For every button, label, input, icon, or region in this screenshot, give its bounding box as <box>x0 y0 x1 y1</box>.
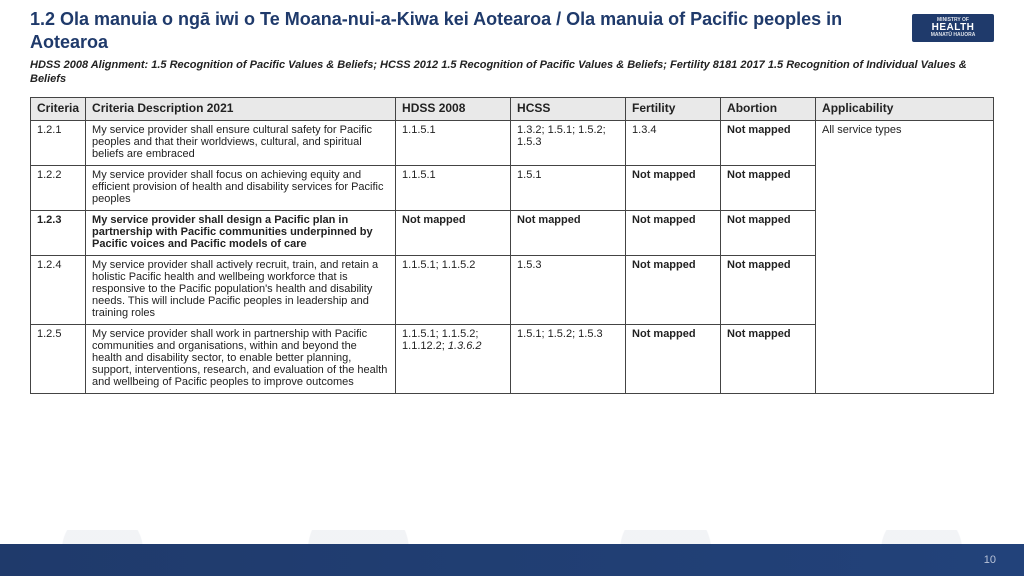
col-abortion: Abortion <box>721 97 816 120</box>
col-hcss: HCSS <box>511 97 626 120</box>
table-header-row: Criteria Criteria Description 2021 HDSS … <box>31 97 994 120</box>
col-hdss: HDSS 2008 <box>396 97 511 120</box>
cell-abortion: Not mapped <box>721 120 816 165</box>
ministry-logo: MINISTRY OF HEALTH MANATŪ HAUORA <box>912 14 994 42</box>
col-applicability: Applicability <box>816 97 994 120</box>
table-row: 1.2.1My service provider shall ensure cu… <box>31 120 994 165</box>
logo-line3: MANATŪ HAUORA <box>931 33 976 38</box>
cell-criteria: 1.2.3 <box>31 210 86 255</box>
cell-abortion: Not mapped <box>721 255 816 324</box>
cell-hdss: 1.1.5.1; 1.1.5.2 <box>396 255 511 324</box>
cell-criteria: 1.2.5 <box>31 324 86 393</box>
col-fertility: Fertility <box>626 97 721 120</box>
cell-criteria: 1.2.2 <box>31 165 86 210</box>
cell-fertility: Not mapped <box>626 324 721 393</box>
cell-description: My service provider shall design a Pacif… <box>86 210 396 255</box>
col-description: Criteria Description 2021 <box>86 97 396 120</box>
col-criteria: Criteria <box>31 97 86 120</box>
cell-hcss: 1.5.1; 1.5.2; 1.5.3 <box>511 324 626 393</box>
cell-abortion: Not mapped <box>721 324 816 393</box>
cell-description: My service provider shall actively recru… <box>86 255 396 324</box>
page-number: 10 <box>984 554 996 566</box>
cell-fertility: Not mapped <box>626 210 721 255</box>
page-footer: 10 <box>0 544 1024 576</box>
cell-hdss: 1.1.5.1; 1.1.5.2; 1.1.12.2; 1.3.6.2 <box>396 324 511 393</box>
alignment-subtitle: HDSS 2008 Alignment: 1.5 Recognition of … <box>30 59 980 87</box>
cell-abortion: Not mapped <box>721 210 816 255</box>
cell-description: My service provider shall work in partne… <box>86 324 396 393</box>
cell-fertility: Not mapped <box>626 165 721 210</box>
section-title: 1.2 Ola manuia o ngā iwi o Te Moana-nui-… <box>30 8 850 53</box>
cell-hcss: Not mapped <box>511 210 626 255</box>
cell-hdss: 1.1.5.1 <box>396 165 511 210</box>
cell-hcss: 1.5.3 <box>511 255 626 324</box>
cell-hcss: 1.3.2; 1.5.1; 1.5.2; 1.5.3 <box>511 120 626 165</box>
logo-line1: MINISTRY OF <box>937 18 969 23</box>
cell-applicability: All service types <box>816 120 994 393</box>
cell-abortion: Not mapped <box>721 165 816 210</box>
cell-fertility: 1.3.4 <box>626 120 721 165</box>
cell-criteria: 1.2.4 <box>31 255 86 324</box>
cell-description: My service provider shall focus on achie… <box>86 165 396 210</box>
cell-hdss: 1.1.5.1 <box>396 120 511 165</box>
criteria-table: Criteria Criteria Description 2021 HDSS … <box>30 97 994 394</box>
cell-description: My service provider shall ensure cultura… <box>86 120 396 165</box>
cell-hdss: Not mapped <box>396 210 511 255</box>
cell-criteria: 1.2.1 <box>31 120 86 165</box>
cell-hcss: 1.5.1 <box>511 165 626 210</box>
cell-fertility: Not mapped <box>626 255 721 324</box>
